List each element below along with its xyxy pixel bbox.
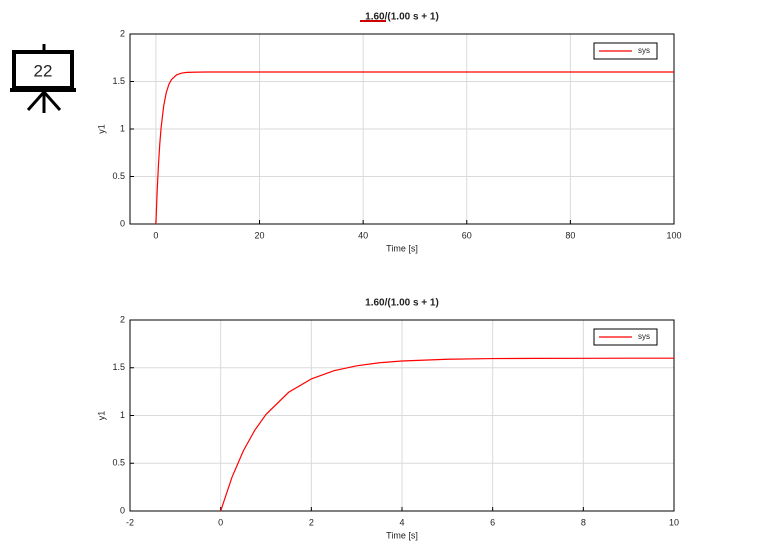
line xyxy=(220,357,674,512)
plot-frame xyxy=(129,319,675,512)
x-tick-label: 4 xyxy=(399,517,404,527)
y-tick-label: 0 xyxy=(120,505,125,515)
chart-title: 1.60/(1.00 s + 1) xyxy=(365,12,439,23)
plot-frame xyxy=(129,33,675,225)
x-tick-label: 2 xyxy=(309,517,314,527)
x-tick-label: 8 xyxy=(581,517,586,527)
y-tick-label: 1 xyxy=(120,410,125,420)
x-axis-label: Time [s] xyxy=(386,530,418,540)
y-tick-label: 2 xyxy=(120,314,125,324)
y-tick-label: 1 xyxy=(120,123,125,133)
x-tick-label: 60 xyxy=(462,230,472,240)
x-tick-label: 0 xyxy=(218,517,223,527)
x-tick-label: 0 xyxy=(153,230,158,240)
y-tick-label: 1.5 xyxy=(112,76,125,86)
x-tick-label: 80 xyxy=(565,230,575,240)
chart: 1.60/(1.00 s + 1) 0 20 40 60 80 100 0 0.5 1 1.5 2 Ti… xyxy=(96,12,681,254)
legend-label: sys xyxy=(638,46,650,55)
chart-title: 1.60/(1.00 s + 1) xyxy=(365,298,439,309)
y-axis-label: y1 xyxy=(96,411,106,421)
x-tick-label: 20 xyxy=(255,230,265,240)
legend: sys xyxy=(593,42,658,60)
y-tick-label: 0.5 xyxy=(112,171,125,181)
x-tick-label: 100 xyxy=(666,230,681,240)
x-tick-label: -2 xyxy=(126,517,134,527)
x-axis-label: Time [s] xyxy=(386,243,418,253)
x-tick-label: 10 xyxy=(669,517,679,527)
y-axis-label: y1 xyxy=(96,124,106,134)
legend-label: sys xyxy=(638,332,650,341)
chart: 1.60/(1.00 s + 1)-2 0 2 4 6 8 1000.511.52Time … xyxy=(96,298,679,541)
y-tick-label: 2 xyxy=(120,28,125,38)
line xyxy=(155,71,674,225)
y-tick-label: 0.5 xyxy=(112,458,125,468)
legend: sys xyxy=(593,328,658,346)
y-tick-label: 0 xyxy=(120,218,125,228)
slide-icon: 22 xyxy=(10,44,76,113)
x-tick-label: 40 xyxy=(358,230,368,240)
y-tick-label: 1.5 xyxy=(112,362,125,372)
x-tick-label: 6 xyxy=(490,517,495,527)
slide-number: 22 xyxy=(34,61,53,80)
